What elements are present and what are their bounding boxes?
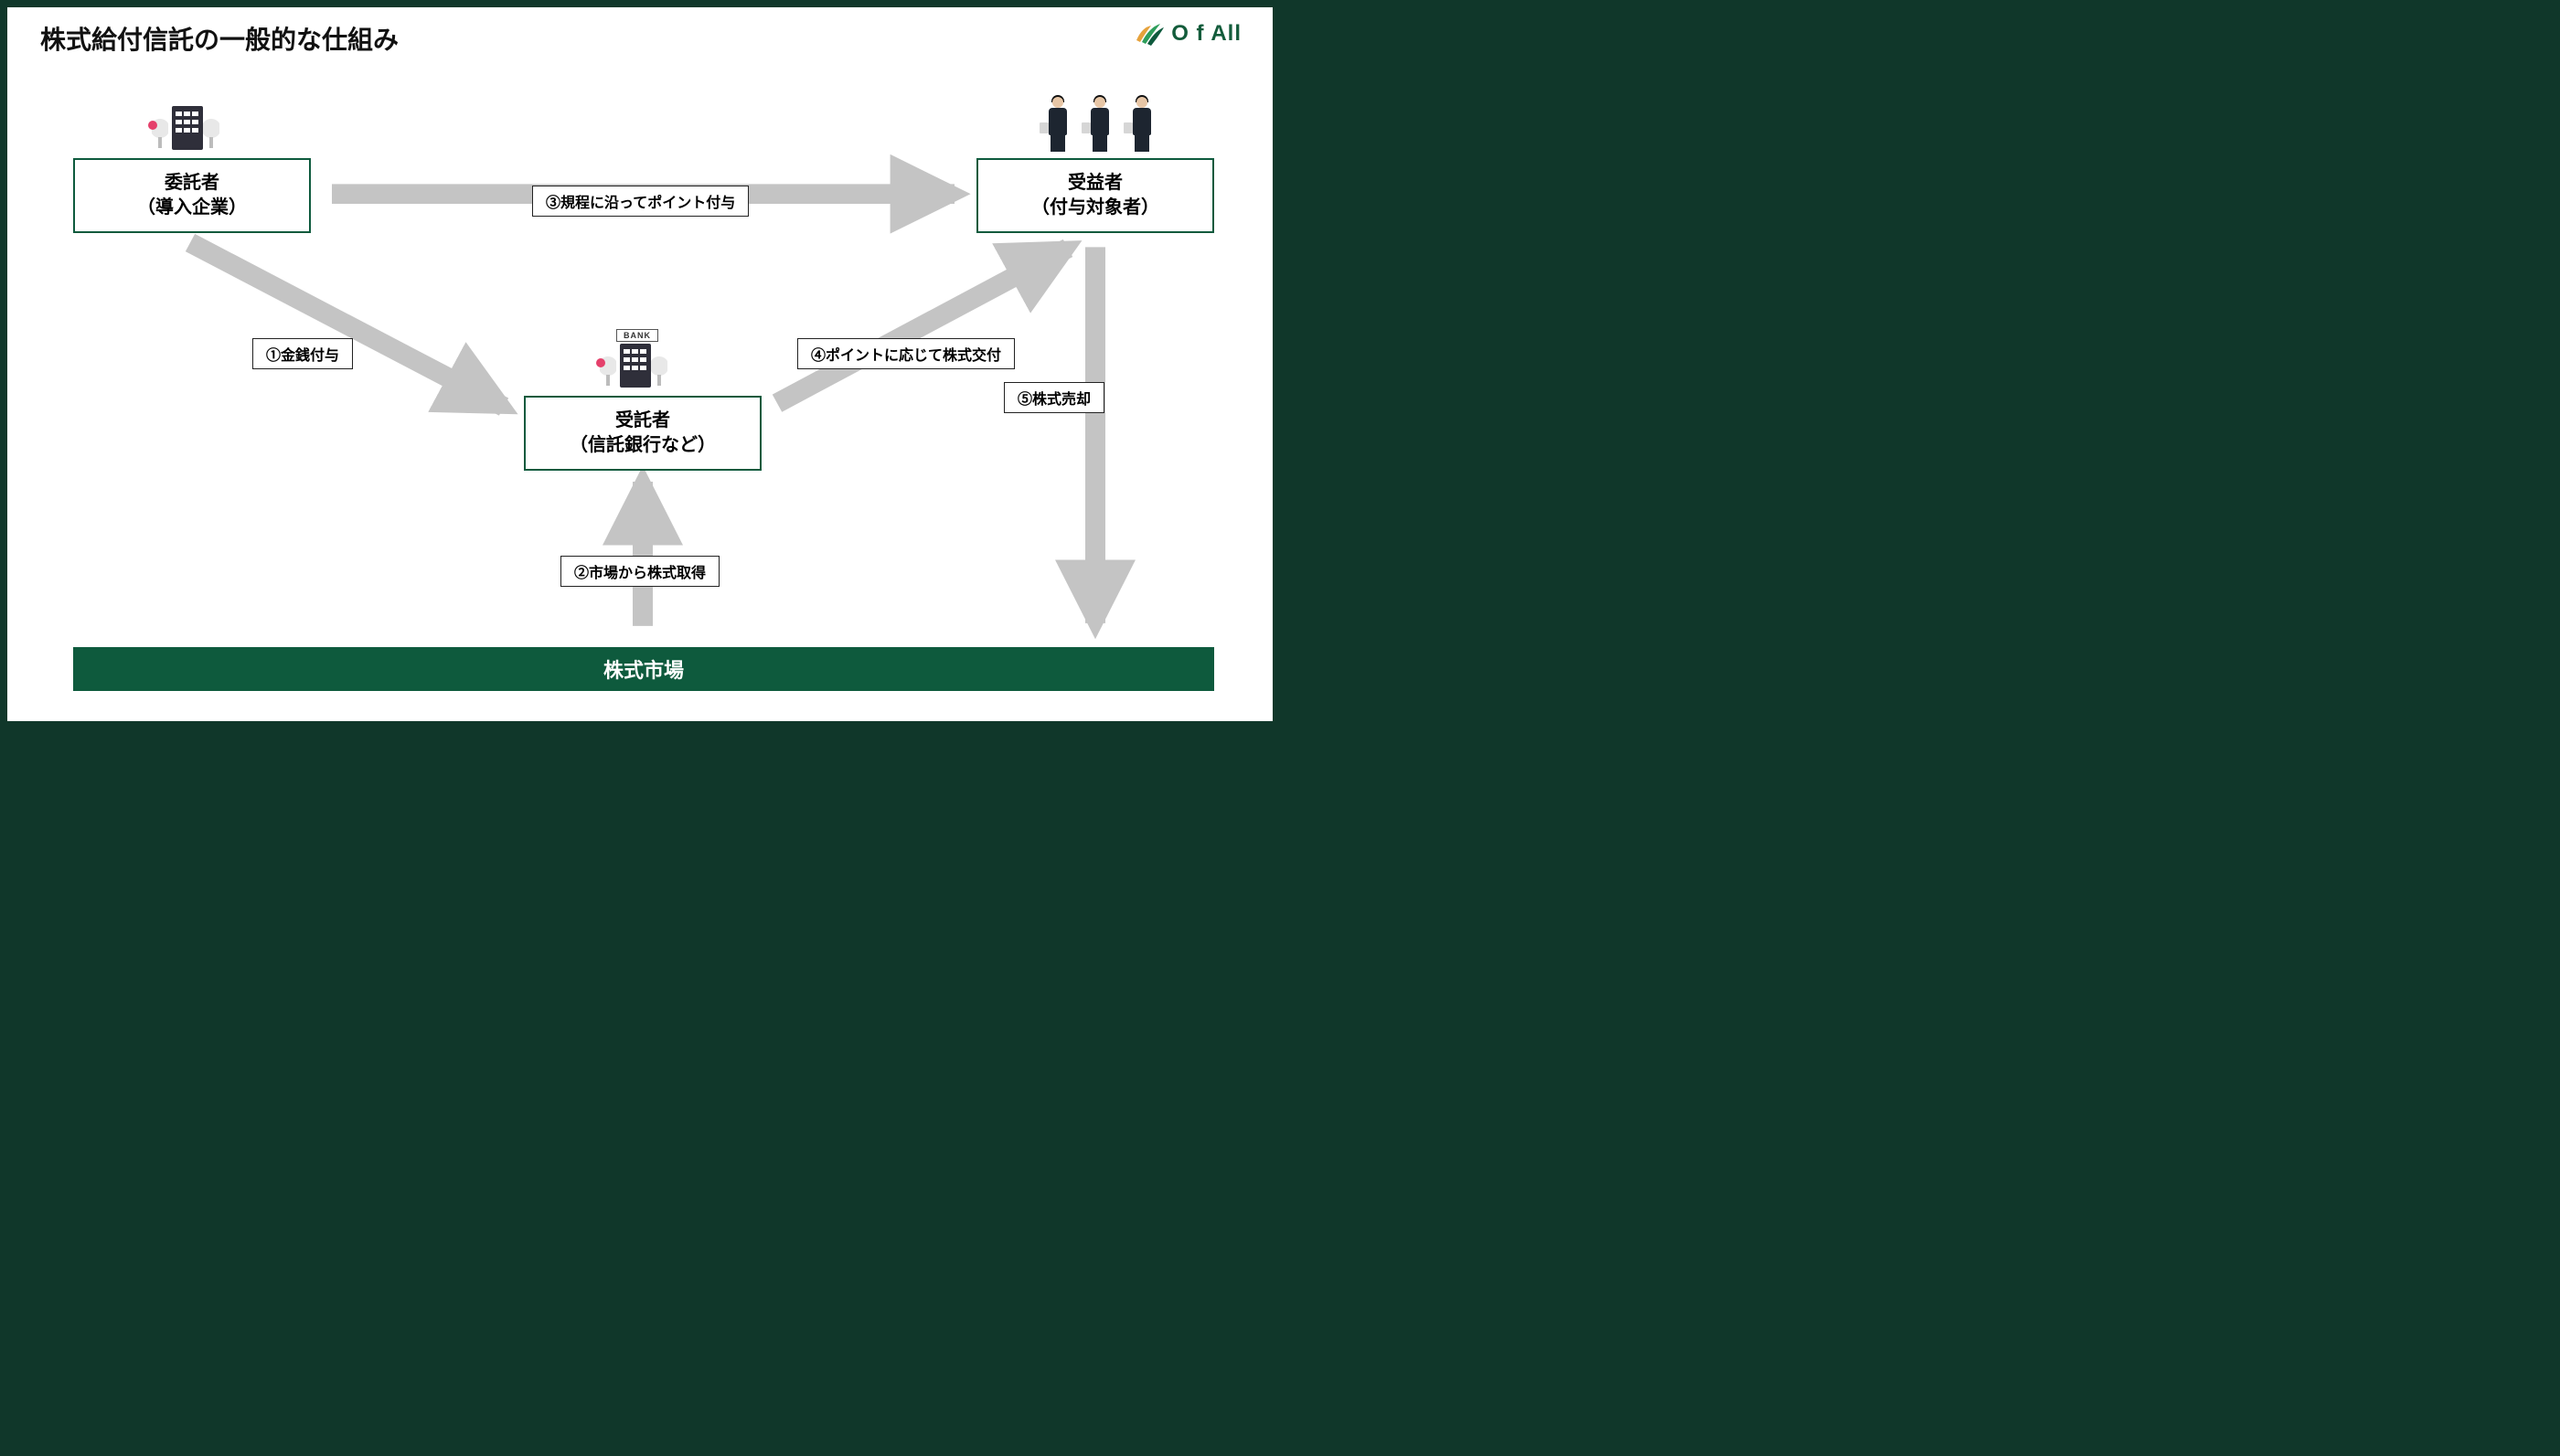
logo-text: O f All [1171, 21, 1242, 47]
edge-label-5: ⑤株式売却 [1004, 382, 1104, 413]
market-bar-text: 株式市場 [603, 654, 684, 684]
bank-sign: BANK [616, 329, 658, 342]
arrow-e1 [190, 242, 504, 407]
people-icon [1022, 97, 1178, 154]
node-trustor-line1: 委託者 [75, 171, 309, 196]
node-trustee-line1: 受託者 [526, 409, 760, 433]
diagram-canvas: BANK 委託者 （導入企業） 受託者 （信託銀行など） 受益者 （付与対象者）… [7, 71, 1273, 721]
slide: 株式給付信託の一般的な仕組み O f All [7, 7, 1273, 721]
node-trustor: 委託者 （導入企業） [73, 158, 311, 233]
building-icon [144, 99, 227, 154]
logo-icon [1133, 20, 1164, 48]
edge-label-1: ①金銭付与 [252, 338, 353, 369]
arrow-e4 [777, 248, 1068, 403]
page-title: 株式給付信託の一般的な仕組み [40, 20, 399, 57]
edge-label-2: ②市場から株式取得 [560, 556, 720, 587]
bank-icon: BANK [592, 336, 675, 391]
node-beneficiary-line2: （付与対象者） [978, 196, 1212, 220]
logo: O f All [1133, 20, 1242, 48]
node-trustee-line2: （信託銀行など） [526, 433, 760, 458]
node-beneficiary-line1: 受益者 [978, 171, 1212, 196]
edge-label-3: ③規程に沿ってポイント付与 [532, 186, 749, 217]
node-beneficiary: 受益者 （付与対象者） [976, 158, 1214, 233]
edge-label-4: ④ポイントに応じて株式交付 [797, 338, 1015, 369]
node-trustee: 受託者 （信託銀行など） [524, 396, 762, 471]
market-bar: 株式市場 [73, 647, 1214, 691]
node-trustor-line2: （導入企業） [75, 196, 309, 220]
